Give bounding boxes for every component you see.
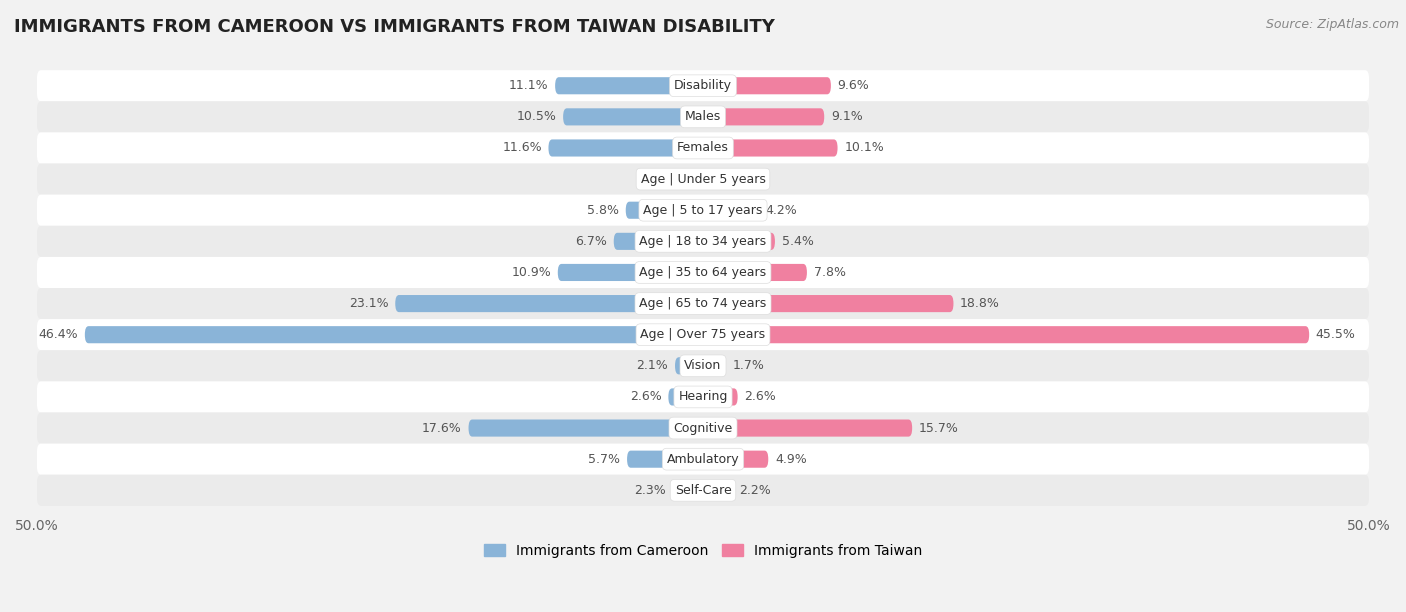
FancyBboxPatch shape (703, 202, 759, 218)
FancyBboxPatch shape (668, 389, 703, 406)
FancyBboxPatch shape (37, 444, 1369, 475)
FancyBboxPatch shape (37, 132, 1369, 163)
Text: Males: Males (685, 110, 721, 124)
FancyBboxPatch shape (703, 264, 807, 281)
Text: Cognitive: Cognitive (673, 422, 733, 435)
Text: 18.8%: 18.8% (960, 297, 1000, 310)
Text: 5.8%: 5.8% (588, 204, 619, 217)
Text: 11.1%: 11.1% (509, 79, 548, 92)
FancyBboxPatch shape (548, 140, 703, 157)
FancyBboxPatch shape (37, 475, 1369, 506)
FancyBboxPatch shape (703, 140, 838, 157)
Text: Age | Over 75 years: Age | Over 75 years (641, 328, 765, 341)
Text: Ambulatory: Ambulatory (666, 453, 740, 466)
FancyBboxPatch shape (703, 233, 775, 250)
Text: 5.4%: 5.4% (782, 235, 814, 248)
Text: 46.4%: 46.4% (38, 328, 79, 341)
FancyBboxPatch shape (703, 77, 831, 94)
Text: 4.2%: 4.2% (766, 204, 797, 217)
Text: Age | Under 5 years: Age | Under 5 years (641, 173, 765, 185)
FancyBboxPatch shape (626, 202, 703, 218)
FancyBboxPatch shape (675, 357, 703, 375)
FancyBboxPatch shape (558, 264, 703, 281)
FancyBboxPatch shape (37, 350, 1369, 381)
Text: 10.1%: 10.1% (844, 141, 884, 154)
Text: 15.7%: 15.7% (920, 422, 959, 435)
Text: 17.6%: 17.6% (422, 422, 461, 435)
Text: Age | 35 to 64 years: Age | 35 to 64 years (640, 266, 766, 279)
Text: 1.4%: 1.4% (645, 173, 678, 185)
FancyBboxPatch shape (37, 226, 1369, 257)
FancyBboxPatch shape (703, 108, 824, 125)
FancyBboxPatch shape (37, 195, 1369, 226)
FancyBboxPatch shape (703, 326, 1309, 343)
FancyBboxPatch shape (703, 482, 733, 499)
Text: Source: ZipAtlas.com: Source: ZipAtlas.com (1265, 18, 1399, 31)
Text: 1.0%: 1.0% (723, 173, 755, 185)
Text: 2.6%: 2.6% (744, 390, 776, 403)
FancyBboxPatch shape (627, 450, 703, 468)
FancyBboxPatch shape (37, 319, 1369, 350)
FancyBboxPatch shape (37, 412, 1369, 444)
FancyBboxPatch shape (37, 102, 1369, 132)
FancyBboxPatch shape (703, 357, 725, 375)
Text: 23.1%: 23.1% (349, 297, 388, 310)
Text: 2.6%: 2.6% (630, 390, 662, 403)
Text: 10.5%: 10.5% (516, 110, 557, 124)
FancyBboxPatch shape (672, 482, 703, 499)
FancyBboxPatch shape (703, 295, 953, 312)
FancyBboxPatch shape (468, 419, 703, 436)
Text: Hearing: Hearing (678, 390, 728, 403)
Text: 2.1%: 2.1% (637, 359, 668, 372)
Text: IMMIGRANTS FROM CAMEROON VS IMMIGRANTS FROM TAIWAN DISABILITY: IMMIGRANTS FROM CAMEROON VS IMMIGRANTS F… (14, 18, 775, 36)
FancyBboxPatch shape (564, 108, 703, 125)
FancyBboxPatch shape (614, 233, 703, 250)
Text: 7.8%: 7.8% (814, 266, 845, 279)
Text: 11.6%: 11.6% (502, 141, 541, 154)
FancyBboxPatch shape (37, 163, 1369, 195)
Text: 2.3%: 2.3% (634, 484, 665, 497)
FancyBboxPatch shape (37, 70, 1369, 102)
Text: 10.9%: 10.9% (512, 266, 551, 279)
Text: 4.9%: 4.9% (775, 453, 807, 466)
FancyBboxPatch shape (685, 171, 703, 188)
Text: Females: Females (678, 141, 728, 154)
Text: 9.6%: 9.6% (838, 79, 869, 92)
FancyBboxPatch shape (37, 257, 1369, 288)
FancyBboxPatch shape (395, 295, 703, 312)
FancyBboxPatch shape (703, 419, 912, 436)
FancyBboxPatch shape (703, 171, 716, 188)
FancyBboxPatch shape (37, 288, 1369, 319)
Text: 45.5%: 45.5% (1316, 328, 1355, 341)
FancyBboxPatch shape (703, 389, 738, 406)
FancyBboxPatch shape (84, 326, 703, 343)
Text: Disability: Disability (673, 79, 733, 92)
Text: Age | 5 to 17 years: Age | 5 to 17 years (644, 204, 762, 217)
FancyBboxPatch shape (37, 381, 1369, 412)
FancyBboxPatch shape (555, 77, 703, 94)
Text: 9.1%: 9.1% (831, 110, 863, 124)
Text: Age | 65 to 74 years: Age | 65 to 74 years (640, 297, 766, 310)
Text: Self-Care: Self-Care (675, 484, 731, 497)
Text: 1.7%: 1.7% (733, 359, 765, 372)
Text: 6.7%: 6.7% (575, 235, 607, 248)
FancyBboxPatch shape (703, 450, 768, 468)
Text: 2.2%: 2.2% (740, 484, 770, 497)
Text: 5.7%: 5.7% (588, 453, 620, 466)
Legend: Immigrants from Cameroon, Immigrants from Taiwan: Immigrants from Cameroon, Immigrants fro… (478, 539, 928, 564)
Text: Vision: Vision (685, 359, 721, 372)
Text: Age | 18 to 34 years: Age | 18 to 34 years (640, 235, 766, 248)
